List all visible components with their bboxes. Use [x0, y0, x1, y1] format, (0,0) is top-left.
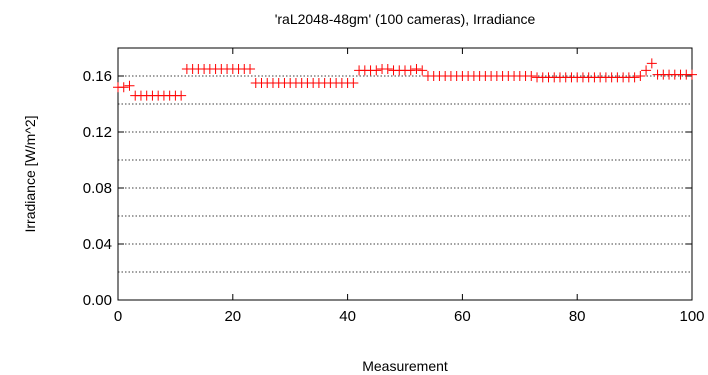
data-point: [348, 78, 359, 88]
x-axis-label: Measurement: [362, 358, 448, 374]
data-point: [641, 65, 652, 76]
data-point: [417, 65, 428, 76]
data-point: [176, 90, 187, 101]
data-point: [405, 65, 416, 76]
y-tick-label-1: 0.04: [83, 236, 112, 253]
data-point: [382, 64, 393, 74]
plot-frame: [117, 47, 693, 301]
data-point: [629, 72, 640, 83]
axis-ticks: 0.00 0.04 0.08 0.12 0.16 0 20 40 60 80 100: [83, 48, 705, 325]
data-point: [411, 64, 422, 74]
data-point: [526, 71, 537, 81]
y-tick-label-2: 0.08: [83, 180, 112, 197]
data-point: [245, 64, 256, 74]
data-point: [118, 82, 129, 93]
x-tick-label-4: 80: [569, 308, 586, 325]
x-tick-label-2: 40: [339, 308, 356, 325]
grid-lines: [118, 75, 692, 273]
y-tick-label-4: 0.16: [83, 68, 112, 85]
y-tick-label-3: 0.12: [83, 124, 112, 141]
x-tick-label-5: 100: [679, 308, 704, 325]
data-point: [687, 69, 697, 80]
data-point: [124, 80, 135, 91]
x-tick-label-0: 0: [114, 308, 122, 325]
data-point: [646, 58, 657, 69]
data-markers: [113, 58, 697, 101]
y-tick-label-0: 0.00: [83, 292, 112, 309]
y-axis-label: Irradiance [W/m^2]: [22, 115, 38, 232]
chart-title: 'raL2048-48gm' (100 cameras), Irradiance: [275, 11, 536, 27]
data-point: [635, 71, 646, 81]
x-tick-label-3: 60: [454, 308, 471, 325]
data-point: [371, 65, 382, 76]
x-tick-label-1: 20: [224, 308, 241, 325]
